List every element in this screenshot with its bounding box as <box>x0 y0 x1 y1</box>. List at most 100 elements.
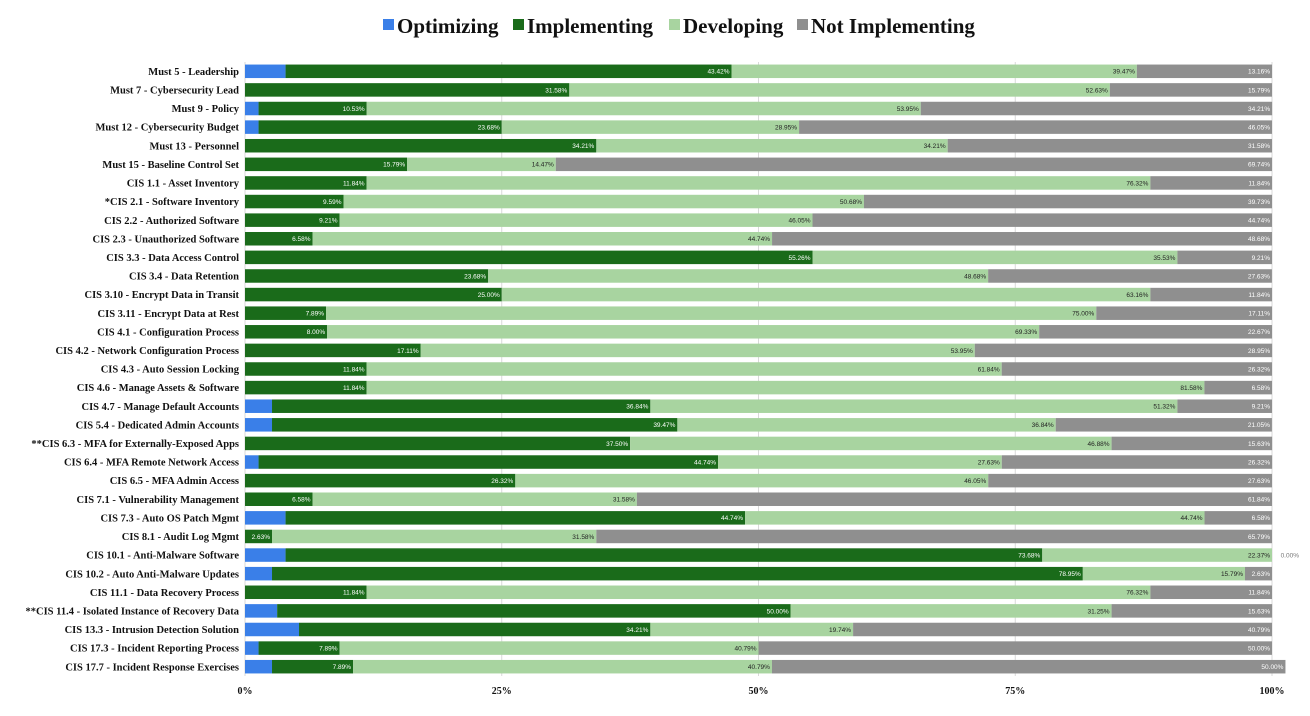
bar-segment-not-implementing <box>596 529 1272 544</box>
bar-segment-not-implementing <box>1111 436 1273 451</box>
bar-segment-developing <box>366 380 1205 395</box>
data-label-implementing: 10.53% <box>343 106 365 113</box>
data-label-developing: 36.84% <box>1032 422 1054 429</box>
category-label: CIS 6.4 - MFA Remote Network Access <box>64 458 239 469</box>
category-label: CIS 4.1 - Configuration Process <box>97 327 239 338</box>
data-label-implementing: 26.32% <box>491 478 513 485</box>
x-tick-label: 75% <box>1005 686 1025 697</box>
bar-segment-implementing <box>245 380 367 395</box>
legend-swatch-not-implementing <box>797 19 808 30</box>
bar-segment-not-implementing <box>920 101 1273 116</box>
data-label-developing: 76.32% <box>1126 590 1148 597</box>
category-label: CIS 2.3 - Unauthorized Software <box>92 234 239 245</box>
category-axis-labels: Must 5 - Leadership Must 7 - Cybersecurit… <box>26 67 240 673</box>
category-label: CIS 3.10 - Encrypt Data in Transit <box>84 290 239 301</box>
data-label-implementing: 31.58% <box>545 87 567 94</box>
data-label-implementing: 11.84% <box>343 366 365 373</box>
bar-segment-implementing <box>245 343 421 358</box>
bar-segment-implementing <box>272 659 354 674</box>
data-label-not-implementing: 17.11% <box>1248 311 1270 318</box>
bar-segment-implementing <box>245 194 344 209</box>
bar-segment-developing <box>488 269 989 283</box>
bar-segment-developing <box>339 641 759 655</box>
bar-segment-implementing <box>258 101 367 116</box>
data-label-implementing: 43.42% <box>707 69 729 76</box>
bar-segment-implementing <box>245 176 367 190</box>
bar-segment-implementing <box>285 548 1043 562</box>
bar-segment-implementing <box>285 64 732 79</box>
bar-segment-not-implementing <box>1096 306 1272 320</box>
data-label-developing: 51.32% <box>1153 404 1175 411</box>
legend-label-optimizing: Optimizing <box>397 14 499 38</box>
bar-segment-developing <box>650 399 1178 413</box>
data-label-developing: 31.58% <box>572 534 594 541</box>
bar-segment-not-implementing <box>863 194 1272 209</box>
data-label-implementing: 11.84% <box>343 590 365 597</box>
data-label-implementing: 9.59% <box>323 199 342 206</box>
data-label-developing: 15.79% <box>1221 571 1243 578</box>
data-label-not-implementing: 22.67% <box>1248 329 1270 336</box>
x-tick-label: 50% <box>749 686 769 697</box>
data-label-developing: 50.68% <box>840 199 862 206</box>
data-label-developing: 61.84% <box>978 366 1000 373</box>
data-label-not-implementing: 11.84% <box>1248 590 1270 597</box>
category-label: Must 15 - Baseline Control Set <box>102 160 239 171</box>
bar-segment-not-implementing <box>799 120 1272 134</box>
data-label-not-implementing: 48.68% <box>1248 236 1270 243</box>
chart-bars: 43.42% 39.47% 13.16% 31.58% 52.63% 15.79% 10.5… <box>245 64 1299 674</box>
category-label: Must 7 - Cybersecurity Lead <box>110 86 239 97</box>
data-label-not-implementing: 50.00% <box>1261 664 1283 671</box>
bar-segment-optimizing <box>245 511 286 525</box>
data-label-developing: 69.33% <box>1015 329 1037 336</box>
data-label-not-implementing: 11.84% <box>1248 180 1270 187</box>
x-tick-label: 0% <box>238 686 253 697</box>
bar-segment-optimizing <box>245 604 278 618</box>
bar-segment-not-implementing <box>1150 585 1272 600</box>
bar-segment-developing <box>420 343 975 358</box>
data-label-implementing: 50.00% <box>767 608 789 615</box>
data-label-developing: 19.74% <box>829 627 851 634</box>
category-label: CIS 6.5 - MFA Admin Access <box>110 476 239 487</box>
legend-label-implementing: Implementing <box>527 14 654 38</box>
bar-segment-developing <box>1042 548 1272 562</box>
data-label-not-implementing: 27.63% <box>1248 273 1270 280</box>
bar-segment-developing <box>366 585 1151 600</box>
data-label-not-implementing: 39.73% <box>1248 199 1270 206</box>
data-label-developing: 40.79% <box>748 664 770 671</box>
data-label-implementing: 11.84% <box>343 385 365 392</box>
data-label-developing: 39.47% <box>1113 69 1135 76</box>
bar-segment-developing <box>812 250 1178 265</box>
bar-segment-implementing <box>258 120 502 134</box>
bar-segment-not-implementing <box>1244 566 1272 581</box>
bar-segment-implementing <box>277 604 791 618</box>
data-label-not-implementing: 44.74% <box>1248 218 1270 225</box>
bar-segment-optimizing <box>245 455 259 469</box>
bar-segment-implementing <box>245 529 273 544</box>
bar-segment-optimizing <box>245 101 259 116</box>
data-label-implementing: 15.79% <box>383 162 405 169</box>
bar-segment-not-implementing <box>636 492 1272 506</box>
bar-segment-optimizing <box>245 548 286 562</box>
bar-segment-not-implementing <box>1150 287 1272 302</box>
data-label-implementing: 17.11% <box>397 348 419 355</box>
bar-segment-implementing <box>272 399 651 413</box>
legend-swatch-developing <box>669 19 680 30</box>
data-label-not-implementing: 2.63% <box>1252 571 1271 578</box>
data-label-developing: 75.00% <box>1072 311 1094 318</box>
data-label-implementing: 9.21% <box>319 218 338 225</box>
bar-segment-implementing <box>245 325 328 339</box>
data-label-implementing: 34.21% <box>626 627 648 634</box>
bar-segment-developing <box>326 306 1097 320</box>
data-label-implementing: 25.00% <box>478 292 500 299</box>
bar-segment-developing <box>650 622 854 637</box>
bar-segment-implementing <box>245 362 367 376</box>
bar-segment-not-implementing <box>947 138 1272 153</box>
data-label-developing: 63.16% <box>1126 292 1148 299</box>
data-label-not-implementing: 31.58% <box>1248 143 1270 150</box>
bar-segment-developing <box>353 659 772 674</box>
data-label-developing: 28.95% <box>775 125 797 132</box>
legend-label-developing: Developing <box>683 14 784 38</box>
data-label-developing: 46.05% <box>964 478 986 485</box>
data-label-not-implementing: 26.32% <box>1248 366 1270 373</box>
